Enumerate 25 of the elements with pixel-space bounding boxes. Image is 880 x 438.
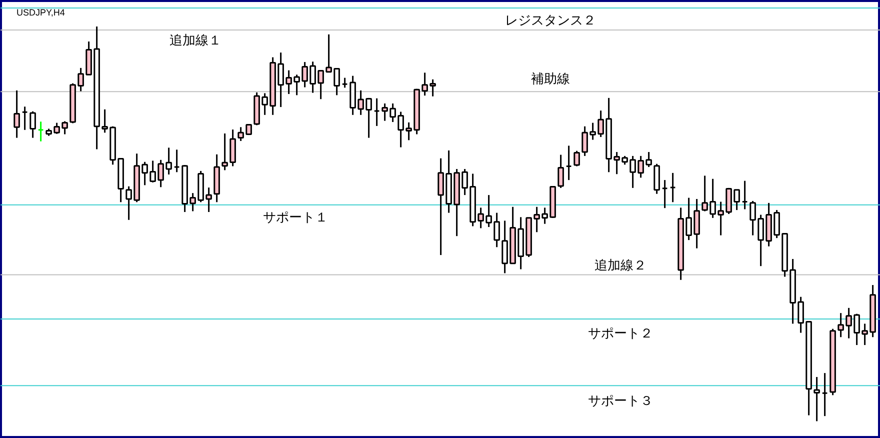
candlestick — [38, 120, 44, 142]
ref-line-label: サポート２ — [588, 325, 653, 340]
ref-line-label: 追加線１ — [170, 32, 222, 48]
candlestick — [670, 172, 676, 203]
candlestick — [30, 110, 36, 139]
ref-line-label: 追加線２ — [594, 257, 646, 272]
candlestick — [814, 376, 820, 422]
ref-line-label: 補助線 — [531, 71, 570, 86]
candlestick — [662, 179, 668, 209]
candlestick — [22, 106, 28, 131]
ref-line-label: サポート３ — [588, 393, 653, 408]
candlestick — [342, 77, 348, 88]
candlestick — [14, 90, 20, 139]
candlestick — [374, 98, 380, 127]
chart-title: USDJPY,H4 — [16, 8, 65, 18]
candlestick — [822, 372, 828, 417]
candlestick — [574, 150, 580, 167]
candlestick — [558, 154, 564, 189]
candlestick — [222, 132, 228, 171]
candlestick — [742, 180, 748, 210]
candlestick — [566, 144, 572, 181]
ref-line-label: レジスタンス２ — [505, 12, 596, 28]
candlestick — [174, 148, 180, 173]
candlestick — [230, 128, 236, 167]
ref-line-label: サポート１ — [263, 209, 328, 224]
